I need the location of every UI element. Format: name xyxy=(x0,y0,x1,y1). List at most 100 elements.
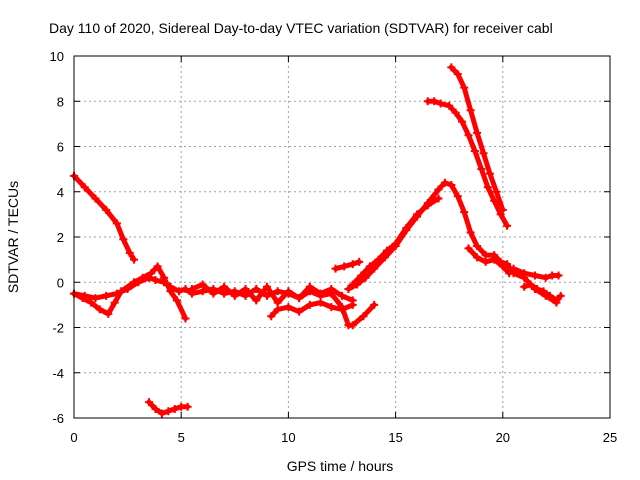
series-track-12 xyxy=(464,244,514,278)
data-point xyxy=(445,101,454,110)
series-track-13 xyxy=(509,264,563,282)
data-point xyxy=(436,99,445,108)
series-track-3 xyxy=(70,262,190,323)
data-point xyxy=(160,273,169,282)
data-point xyxy=(338,305,346,314)
data-point xyxy=(402,223,411,232)
data-point xyxy=(273,305,282,314)
data-point xyxy=(520,282,529,291)
data-point xyxy=(91,294,100,303)
data-point xyxy=(95,305,104,314)
series-track-4 xyxy=(145,398,192,418)
data-point xyxy=(78,294,87,303)
x-axis-label: GPS time / hours xyxy=(287,458,394,474)
data-point xyxy=(284,303,293,312)
series-line xyxy=(448,64,506,213)
data-point xyxy=(273,298,282,307)
data-point xyxy=(125,248,134,257)
data-point xyxy=(145,398,154,407)
data-point xyxy=(153,262,162,271)
x-tick-label: 25 xyxy=(603,430,617,445)
data-point xyxy=(479,149,488,158)
data-point xyxy=(466,106,475,115)
data-point xyxy=(344,285,353,294)
data-point xyxy=(533,285,542,294)
data-point xyxy=(220,282,229,291)
y-tick-label: 2 xyxy=(57,230,64,245)
data-point xyxy=(87,298,96,307)
data-point xyxy=(464,244,473,253)
data-point xyxy=(413,210,422,219)
data-point xyxy=(198,280,207,289)
series-track-1 xyxy=(70,171,139,264)
data-point xyxy=(241,291,250,300)
tick-labels: 0 5 10 15 20 25 -6 -4 -2 0 2 4 6 8 10 xyxy=(50,49,618,445)
data-point xyxy=(541,273,550,282)
data-point xyxy=(460,83,469,92)
data-point xyxy=(473,242,482,251)
data-point xyxy=(348,300,357,309)
data-point xyxy=(295,294,304,303)
data-point xyxy=(183,402,192,411)
data-point xyxy=(80,183,89,192)
data-point xyxy=(164,407,173,416)
y-tick-label: 0 xyxy=(57,275,64,290)
series-line xyxy=(466,245,512,276)
series-layer xyxy=(70,63,565,418)
series-line xyxy=(189,282,356,306)
data-point xyxy=(166,287,175,296)
data-point xyxy=(503,221,512,230)
data-point xyxy=(355,257,364,266)
data-point xyxy=(357,271,366,280)
series-line xyxy=(71,263,188,321)
data-point xyxy=(305,282,314,291)
data-point xyxy=(147,269,156,278)
data-point xyxy=(374,255,383,264)
data-point xyxy=(505,269,514,278)
data-point xyxy=(434,194,443,203)
data-point xyxy=(181,314,190,323)
data-point xyxy=(241,285,250,294)
y-tick-label: 4 xyxy=(57,185,64,200)
data-point xyxy=(327,303,336,312)
data-point xyxy=(267,312,276,321)
data-point xyxy=(503,260,512,269)
data-point xyxy=(359,312,368,321)
data-point xyxy=(262,282,271,291)
series-line xyxy=(333,259,362,272)
series-track-14 xyxy=(520,280,565,305)
data-point xyxy=(91,194,100,203)
data-point xyxy=(157,409,166,418)
x-tick-label: 0 xyxy=(70,430,77,445)
data-point xyxy=(175,287,184,296)
data-point xyxy=(477,165,486,174)
data-point xyxy=(470,147,479,156)
data-point xyxy=(458,117,467,126)
x-tick-label: 20 xyxy=(496,430,510,445)
data-point xyxy=(498,262,507,271)
data-point xyxy=(348,260,357,269)
y-tick-label: 8 xyxy=(57,94,64,109)
x-tick-label: 15 xyxy=(388,430,402,445)
data-point xyxy=(447,180,456,189)
data-point xyxy=(316,289,325,298)
data-point xyxy=(130,255,139,264)
data-point xyxy=(545,291,554,300)
data-point xyxy=(509,264,518,273)
data-point xyxy=(104,309,113,318)
y-tick-label: -6 xyxy=(52,411,64,426)
data-point xyxy=(209,289,218,298)
series-line xyxy=(71,173,137,263)
data-point xyxy=(496,210,505,219)
data-point xyxy=(316,298,325,307)
data-point xyxy=(295,307,304,316)
data-point xyxy=(110,298,119,307)
data-point xyxy=(430,97,439,106)
data-point xyxy=(473,128,482,137)
data-point xyxy=(473,253,482,262)
data-point xyxy=(340,262,349,271)
plot-frame xyxy=(73,55,611,419)
data-point xyxy=(327,285,336,294)
data-point xyxy=(305,300,314,309)
data-point xyxy=(391,239,400,248)
